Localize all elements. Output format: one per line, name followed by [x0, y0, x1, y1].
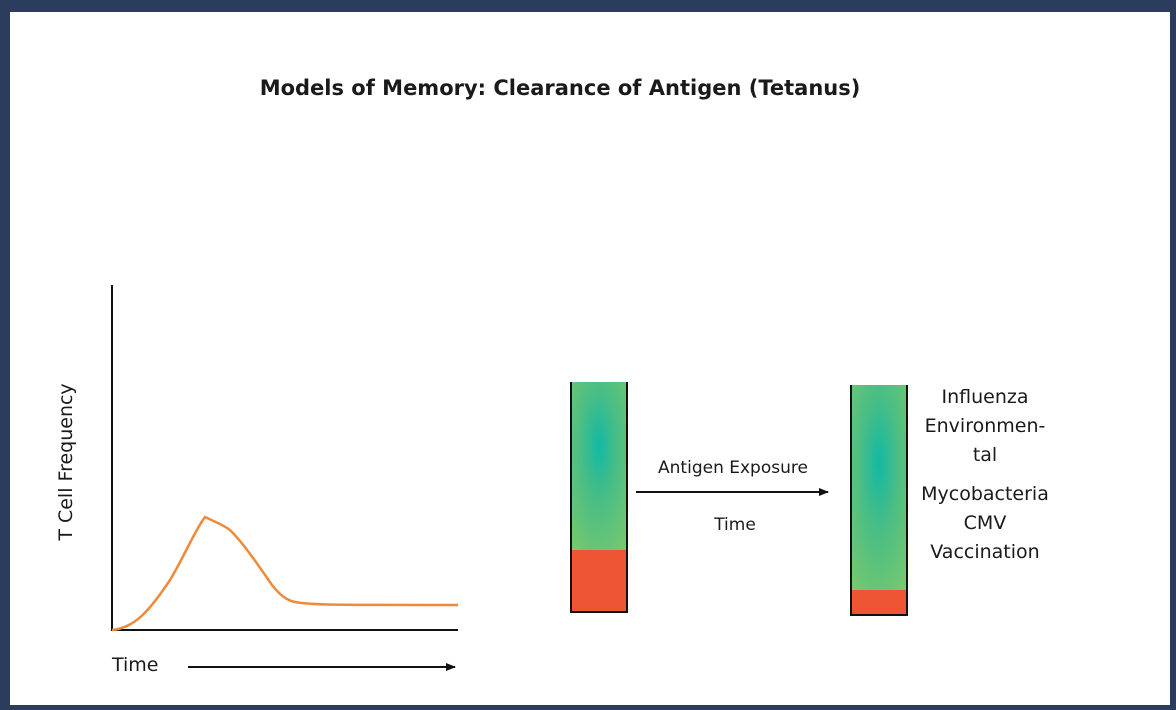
antigen-item: Mycobacteria [921, 483, 1049, 505]
tube-memory [851, 385, 907, 590]
antigen-list: Influenza Environmen-tal Mycobacteria CMV Va… [921, 386, 1049, 563]
tube-before [570, 382, 628, 613]
tube-outline [850, 385, 908, 616]
tube-after [850, 385, 908, 616]
transition-label: Antigen Exposure [658, 458, 808, 478]
response-curve [111, 515, 459, 632]
title: Models of Memory: Clearance of Antigen (… [260, 76, 861, 100]
antigen-item: CMV [964, 512, 1007, 534]
tube-effector [571, 550, 627, 612]
antigen-item: tal [973, 444, 997, 466]
transition-label: Time [713, 515, 756, 535]
antigen-item: Influenza [941, 386, 1028, 408]
graph [111, 285, 459, 671]
tube-memory [571, 382, 627, 550]
antigen-item: Environmen- [925, 415, 1046, 437]
x-axis-label: Time [111, 654, 159, 676]
antigen-item: Vaccination [930, 541, 1039, 563]
y-axis-label: T Cell Frequency [55, 383, 77, 541]
tube-outline [570, 382, 628, 613]
tube-effector [851, 590, 907, 615]
